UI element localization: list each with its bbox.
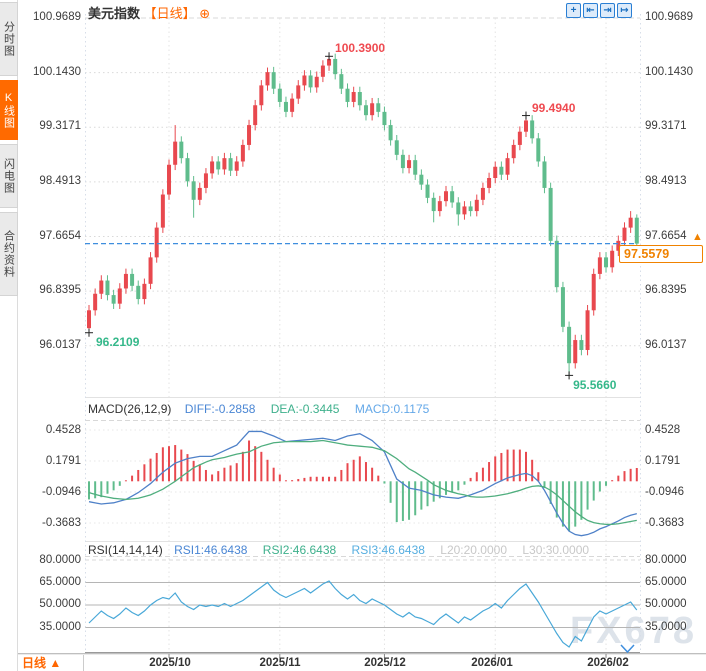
- price-axis-label: 96.8395: [645, 284, 687, 296]
- sidebar-tab-kline[interactable]: K线图: [0, 80, 18, 140]
- rsi1-value: RSI1:46.6438: [174, 543, 248, 557]
- sidebar: 分时图 K线图 闪电图 合约资料: [0, 0, 18, 671]
- pan-right-icon[interactable]: ↦: [617, 3, 632, 18]
- gridlines: [18, 14, 706, 658]
- rsi-l20-value: L20:20.0000: [440, 543, 507, 557]
- macd-axis-label: 0.1791: [645, 455, 681, 467]
- sidebar-tab-lightning[interactable]: 闪电图: [0, 144, 18, 208]
- high-annotation: 100.3900: [335, 41, 386, 56]
- date-axis-label: 2026/01: [471, 657, 513, 669]
- rsi-axis-label: 80.0000: [645, 554, 687, 566]
- candles: [87, 53, 639, 376]
- date-axis-label: 2025/12: [364, 657, 406, 669]
- price-axis-label: 99.3171: [39, 120, 81, 132]
- price-axis-label: 98.4913: [39, 175, 81, 187]
- period-tag: 【日线】: [143, 6, 196, 21]
- low-annotation: 95.5660: [573, 378, 617, 393]
- sidebar-tab-label: 闪电图: [2, 158, 15, 194]
- rsi-line: [88, 580, 638, 648]
- sidebar-tab-timeline[interactable]: 分时图: [0, 2, 18, 76]
- macd-header: MACD(26,12,9) DIFF:-0.2858 DEA:-0.3445 M…: [88, 402, 429, 416]
- rsi-axis-label: 50.0000: [39, 598, 81, 610]
- macd-plot: [88, 430, 638, 537]
- macd-axis-label: -0.0946: [41, 486, 81, 498]
- macd-hist-value: MACD:0.1175: [354, 402, 430, 416]
- macd-dea-line: [88, 439, 637, 526]
- macd-axis-label: 0.1791: [45, 455, 81, 467]
- low-annotation: 96.2109: [96, 334, 140, 349]
- price-axis-label: 100.9689: [645, 11, 693, 23]
- latest-bar-axis-marker-icon: [620, 644, 635, 654]
- date-axis-label: 2025/11: [259, 657, 301, 669]
- chart-toolbar: + ⇤ ⇥ ↦: [566, 3, 632, 18]
- macd-axis-label: -0.0946: [645, 486, 685, 498]
- zoom-x-in-icon[interactable]: ⇤: [583, 3, 598, 18]
- zoom-x-out-icon[interactable]: ⇥: [600, 3, 615, 18]
- macd-axis-label: -0.3683: [41, 517, 81, 529]
- price-axis-label: 96.8395: [39, 284, 81, 296]
- macd-dea-value: DEA:-0.3445: [270, 402, 340, 416]
- macd-axis-label: 0.4528: [45, 424, 81, 436]
- date-axis-label: 2026/02: [587, 657, 629, 669]
- macd-axis-label: -0.3683: [645, 517, 685, 529]
- price-axis-label: 96.0137: [645, 339, 687, 351]
- crosshair-icon[interactable]: +: [566, 3, 581, 18]
- current-price-tag: 97.5579: [619, 245, 703, 263]
- page-title: 美元指数: [88, 6, 141, 21]
- price-axis-label: 97.6654: [645, 230, 687, 242]
- price-up-arrow-icon: ▲: [692, 231, 703, 243]
- rsi-axis-label: 50.0000: [645, 598, 687, 610]
- price-axis-label: 98.4913: [645, 175, 687, 187]
- rsi-axis-label: 35.0000: [39, 621, 81, 633]
- sidebar-tab-label: K线图: [2, 91, 15, 129]
- rsi-axis-label: 80.0000: [39, 554, 81, 566]
- chart-header: 美元指数 【日线】 ⊕: [88, 3, 210, 22]
- macd-name: MACD(26,12,9): [88, 402, 172, 416]
- rsi-axis-label: 65.0000: [645, 576, 687, 588]
- date-axis-label: 2025/10: [149, 657, 191, 669]
- sidebar-tab-label: 合约资料: [2, 230, 15, 278]
- price-axis-label: 97.6654: [39, 230, 81, 242]
- price-axis-label: 99.3171: [645, 120, 687, 132]
- rsi-axis-label: 35.0000: [645, 621, 687, 633]
- macd-diff-value: DIFF:-0.2858: [184, 402, 256, 416]
- rsi2-value: RSI2:46.6438: [262, 543, 337, 557]
- price-axis-label: 96.0137: [39, 339, 81, 351]
- price-axis-label: 100.9689: [33, 11, 81, 23]
- sidebar-tab-label: 分时图: [2, 21, 15, 57]
- price-axis-label: 100.1430: [645, 66, 693, 78]
- period-selector-button[interactable]: 日线 ▲: [19, 655, 84, 671]
- watermark: FX678: [570, 610, 697, 652]
- add-indicator-icon[interactable]: ⊕: [199, 6, 211, 21]
- sidebar-tab-contract-info[interactable]: 合约资料: [0, 212, 18, 296]
- rsi3-value: RSI3:46.6438: [351, 543, 425, 557]
- macd-axis-label: 0.4528: [645, 424, 681, 436]
- price-axis-label: 100.1430: [33, 66, 81, 78]
- rsi-axis-label: 65.0000: [39, 576, 81, 588]
- rsi-l30-value: L30:30.0000: [522, 543, 590, 557]
- rsi-header: RSI(14,14,14) RSI1:46.6438 RSI2:46.6438 …: [88, 543, 589, 557]
- high-annotation: 99.4940: [532, 100, 576, 115]
- macd-diff-line: [88, 430, 637, 537]
- rsi-name: RSI(14,14,14): [88, 543, 163, 557]
